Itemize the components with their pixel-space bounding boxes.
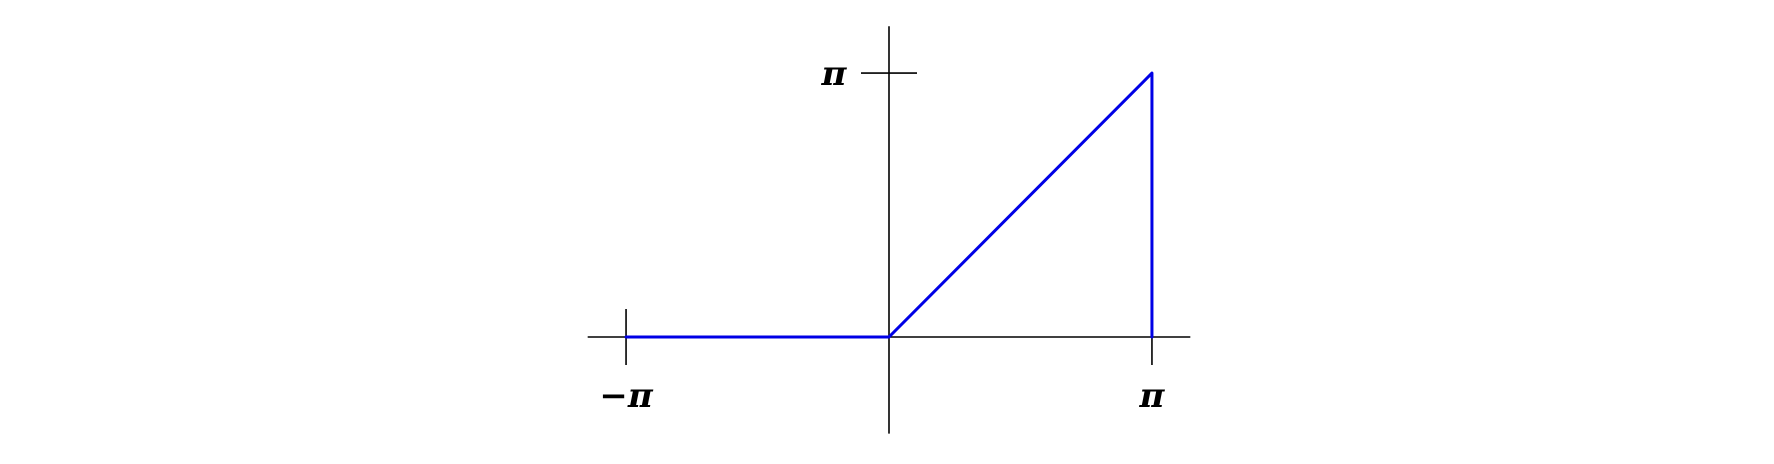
series-line-0: [624, 71, 1154, 339]
series: [624, 71, 1154, 339]
x-tick-label-0: −π: [599, 376, 653, 416]
tick-labels: −π π π: [599, 54, 1165, 416]
axes: [587, 26, 1191, 434]
y-tick-label-0: π: [821, 54, 848, 94]
x-tick-label-1: π: [1139, 376, 1166, 416]
